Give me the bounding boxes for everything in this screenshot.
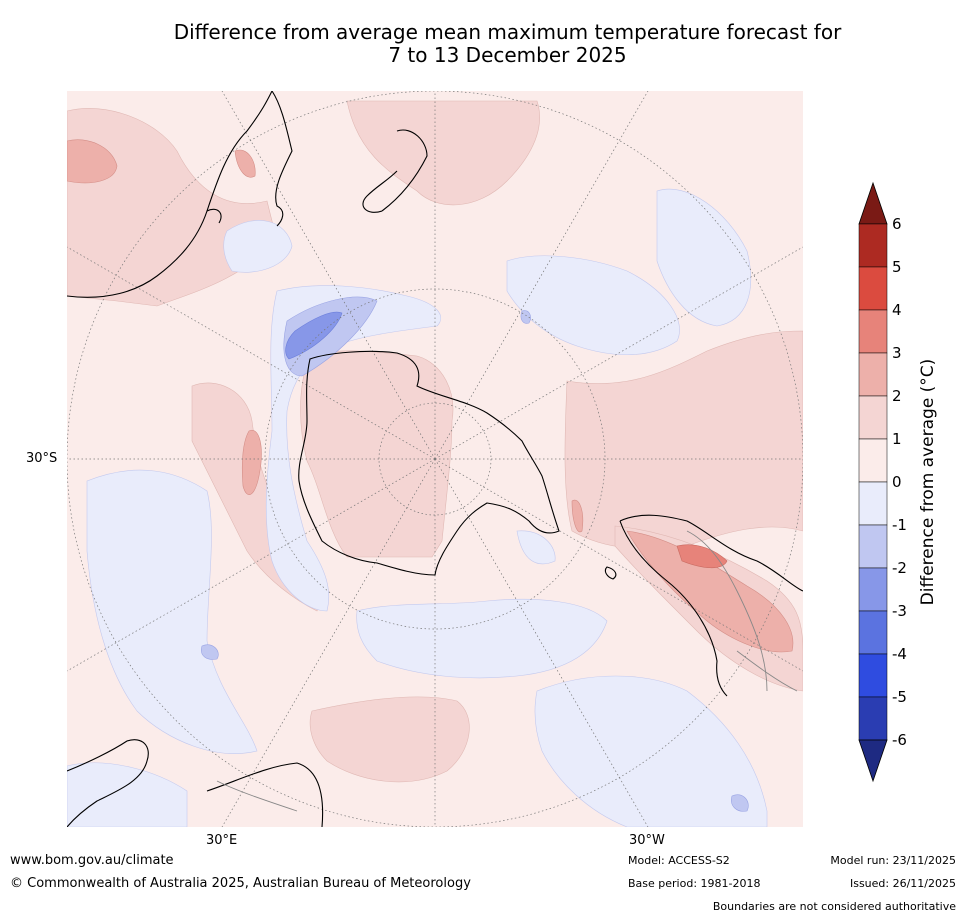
cbar-seg-m4-m3 [858, 610, 888, 655]
coast-falklands [604, 566, 617, 580]
cbar-tick: 6 [892, 215, 902, 233]
cbar-tick: -2 [892, 559, 907, 577]
cbar-seg-2-3 [858, 352, 888, 397]
meridian-150e [221, 91, 436, 460]
colorbar: 6 5 4 3 2 1 0 -1 -2 -3 -4 -5 -6 [858, 181, 907, 783]
cbar-tick: 3 [892, 344, 902, 362]
map-panel [67, 91, 803, 827]
lon-label-30e: 30°E [206, 833, 238, 848]
cool-region-australia-south [223, 220, 293, 273]
cbar-tick: 2 [892, 387, 902, 405]
coast-south-america-north [619, 514, 803, 592]
coast-africa [67, 739, 149, 827]
meridian-60e [67, 458, 436, 672]
meridian-60w [434, 458, 803, 672]
cool-region-south-indian [86, 469, 258, 754]
country-borders [216, 530, 798, 812]
colorbar-arrow-bottom [858, 739, 888, 783]
anomaly-band-3-to-4 [676, 544, 728, 569]
warm-patch-tasman [234, 149, 256, 178]
warm-patch-drake [571, 499, 584, 533]
cbar-tick: 0 [892, 473, 902, 491]
cbar-tick: -4 [892, 645, 907, 663]
cbar-tick: 4 [892, 301, 902, 319]
cbar-seg-0-1 [858, 438, 888, 483]
warm-region-south-atlantic [564, 330, 803, 550]
border-chile-argentina [686, 530, 768, 692]
colorbar-ticks: 6 5 4 3 2 1 0 -1 -2 -3 -4 -5 -6 [892, 215, 907, 749]
cbar-tick: -6 [892, 731, 907, 749]
cbar-tick: 5 [892, 258, 902, 276]
cold-patch-1 [201, 644, 219, 660]
coast-southern-africa [206, 762, 324, 827]
colorbar-arrow-top [858, 181, 888, 225]
cbar-seg-1-2 [858, 395, 888, 440]
cool-region-drake [516, 530, 556, 565]
footer-copyright: © Commonwealth of Australia 2025, Austra… [10, 876, 471, 891]
map-title-line1: Difference from average mean maximum tem… [173, 20, 842, 44]
warm-region-south-indian [309, 696, 470, 783]
lon-label-30w: 30°W [629, 833, 665, 848]
cbar-seg-m2-m1 [858, 524, 888, 569]
footer-issued: Issued: 26/11/2025 [849, 877, 956, 890]
meridian-120e [67, 246, 436, 460]
cool-region-pacific [506, 255, 680, 355]
border-uruguay [736, 650, 798, 692]
cool-region-indian-sector [265, 285, 442, 612]
map-title-line2: 7 to 13 December 2025 [388, 43, 627, 67]
cbar-seg-m6-m5 [858, 696, 888, 741]
meridian-30w [434, 458, 649, 827]
cbar-seg-3-4 [858, 309, 888, 354]
coast-south-america-south [619, 520, 728, 697]
parallel-60s [264, 288, 606, 630]
coast-nz-north [381, 129, 428, 212]
meridian-30e [221, 458, 436, 827]
coast-tasmania [206, 208, 222, 224]
warm-patch-indian [241, 429, 262, 496]
cool-region-south-atlantic [534, 675, 768, 827]
footer-site: www.bom.gov.au/climate [10, 853, 174, 868]
coast-australia [67, 91, 273, 298]
hot-patch-argentina [676, 544, 728, 569]
cold-patch-3 [520, 310, 531, 324]
cbar-seg-m5-m4 [858, 653, 888, 698]
border-south-africa [216, 780, 298, 812]
cbar-seg-4-5 [858, 266, 888, 311]
cbar-tick: -1 [892, 516, 907, 534]
coast-australia-se [271, 91, 293, 227]
cold-patch-2 [731, 794, 749, 812]
warm-region-nz [346, 100, 540, 206]
footer-base-period: Base period: 1981-2018 [628, 877, 761, 890]
warm-region-antarctica [300, 350, 454, 558]
lat-label-30s: 30°S [26, 451, 58, 466]
meridian-150w [434, 91, 649, 460]
cbar-seg-m1-0 [858, 481, 888, 526]
warm-region-tasman [67, 108, 278, 307]
cool-region-weddell [356, 598, 608, 679]
cbar-tick: -5 [892, 688, 907, 706]
footer-model: Model: ACCESS-S2 [628, 854, 730, 867]
colorbar-segments [858, 223, 888, 741]
cbar-seg-5-6 [858, 223, 888, 268]
cbar-tick: 1 [892, 430, 902, 448]
anomaly-band-minus3-to-minus2 [285, 311, 343, 360]
coast-nz-south [362, 170, 398, 213]
graticule [67, 91, 803, 827]
coastlines [67, 91, 803, 827]
cold-region-strong [285, 311, 343, 360]
footer-model-run: Model run: 23/11/2025 [830, 854, 956, 867]
anomaly-band-minus1-to-0 [67, 188, 768, 827]
colorbar-label: Difference from average (°C) [918, 358, 938, 606]
footer-boundaries-note: Boundaries are not considered authoritat… [712, 900, 956, 913]
map-title: Difference from average mean maximum tem… [60, 21, 955, 67]
meridian-120w [434, 246, 803, 460]
warm-patch-west [67, 139, 118, 184]
cool-region-south-pacific [656, 188, 752, 327]
cbar-seg-m3-m2 [858, 567, 888, 612]
anomaly-band-minus2-to-minus1 [201, 296, 749, 812]
temperature-anomaly-map [67, 91, 803, 827]
cold-region-indian-ridge [283, 296, 378, 377]
cbar-tick: -3 [892, 602, 907, 620]
coast-antarctica [298, 350, 560, 576]
